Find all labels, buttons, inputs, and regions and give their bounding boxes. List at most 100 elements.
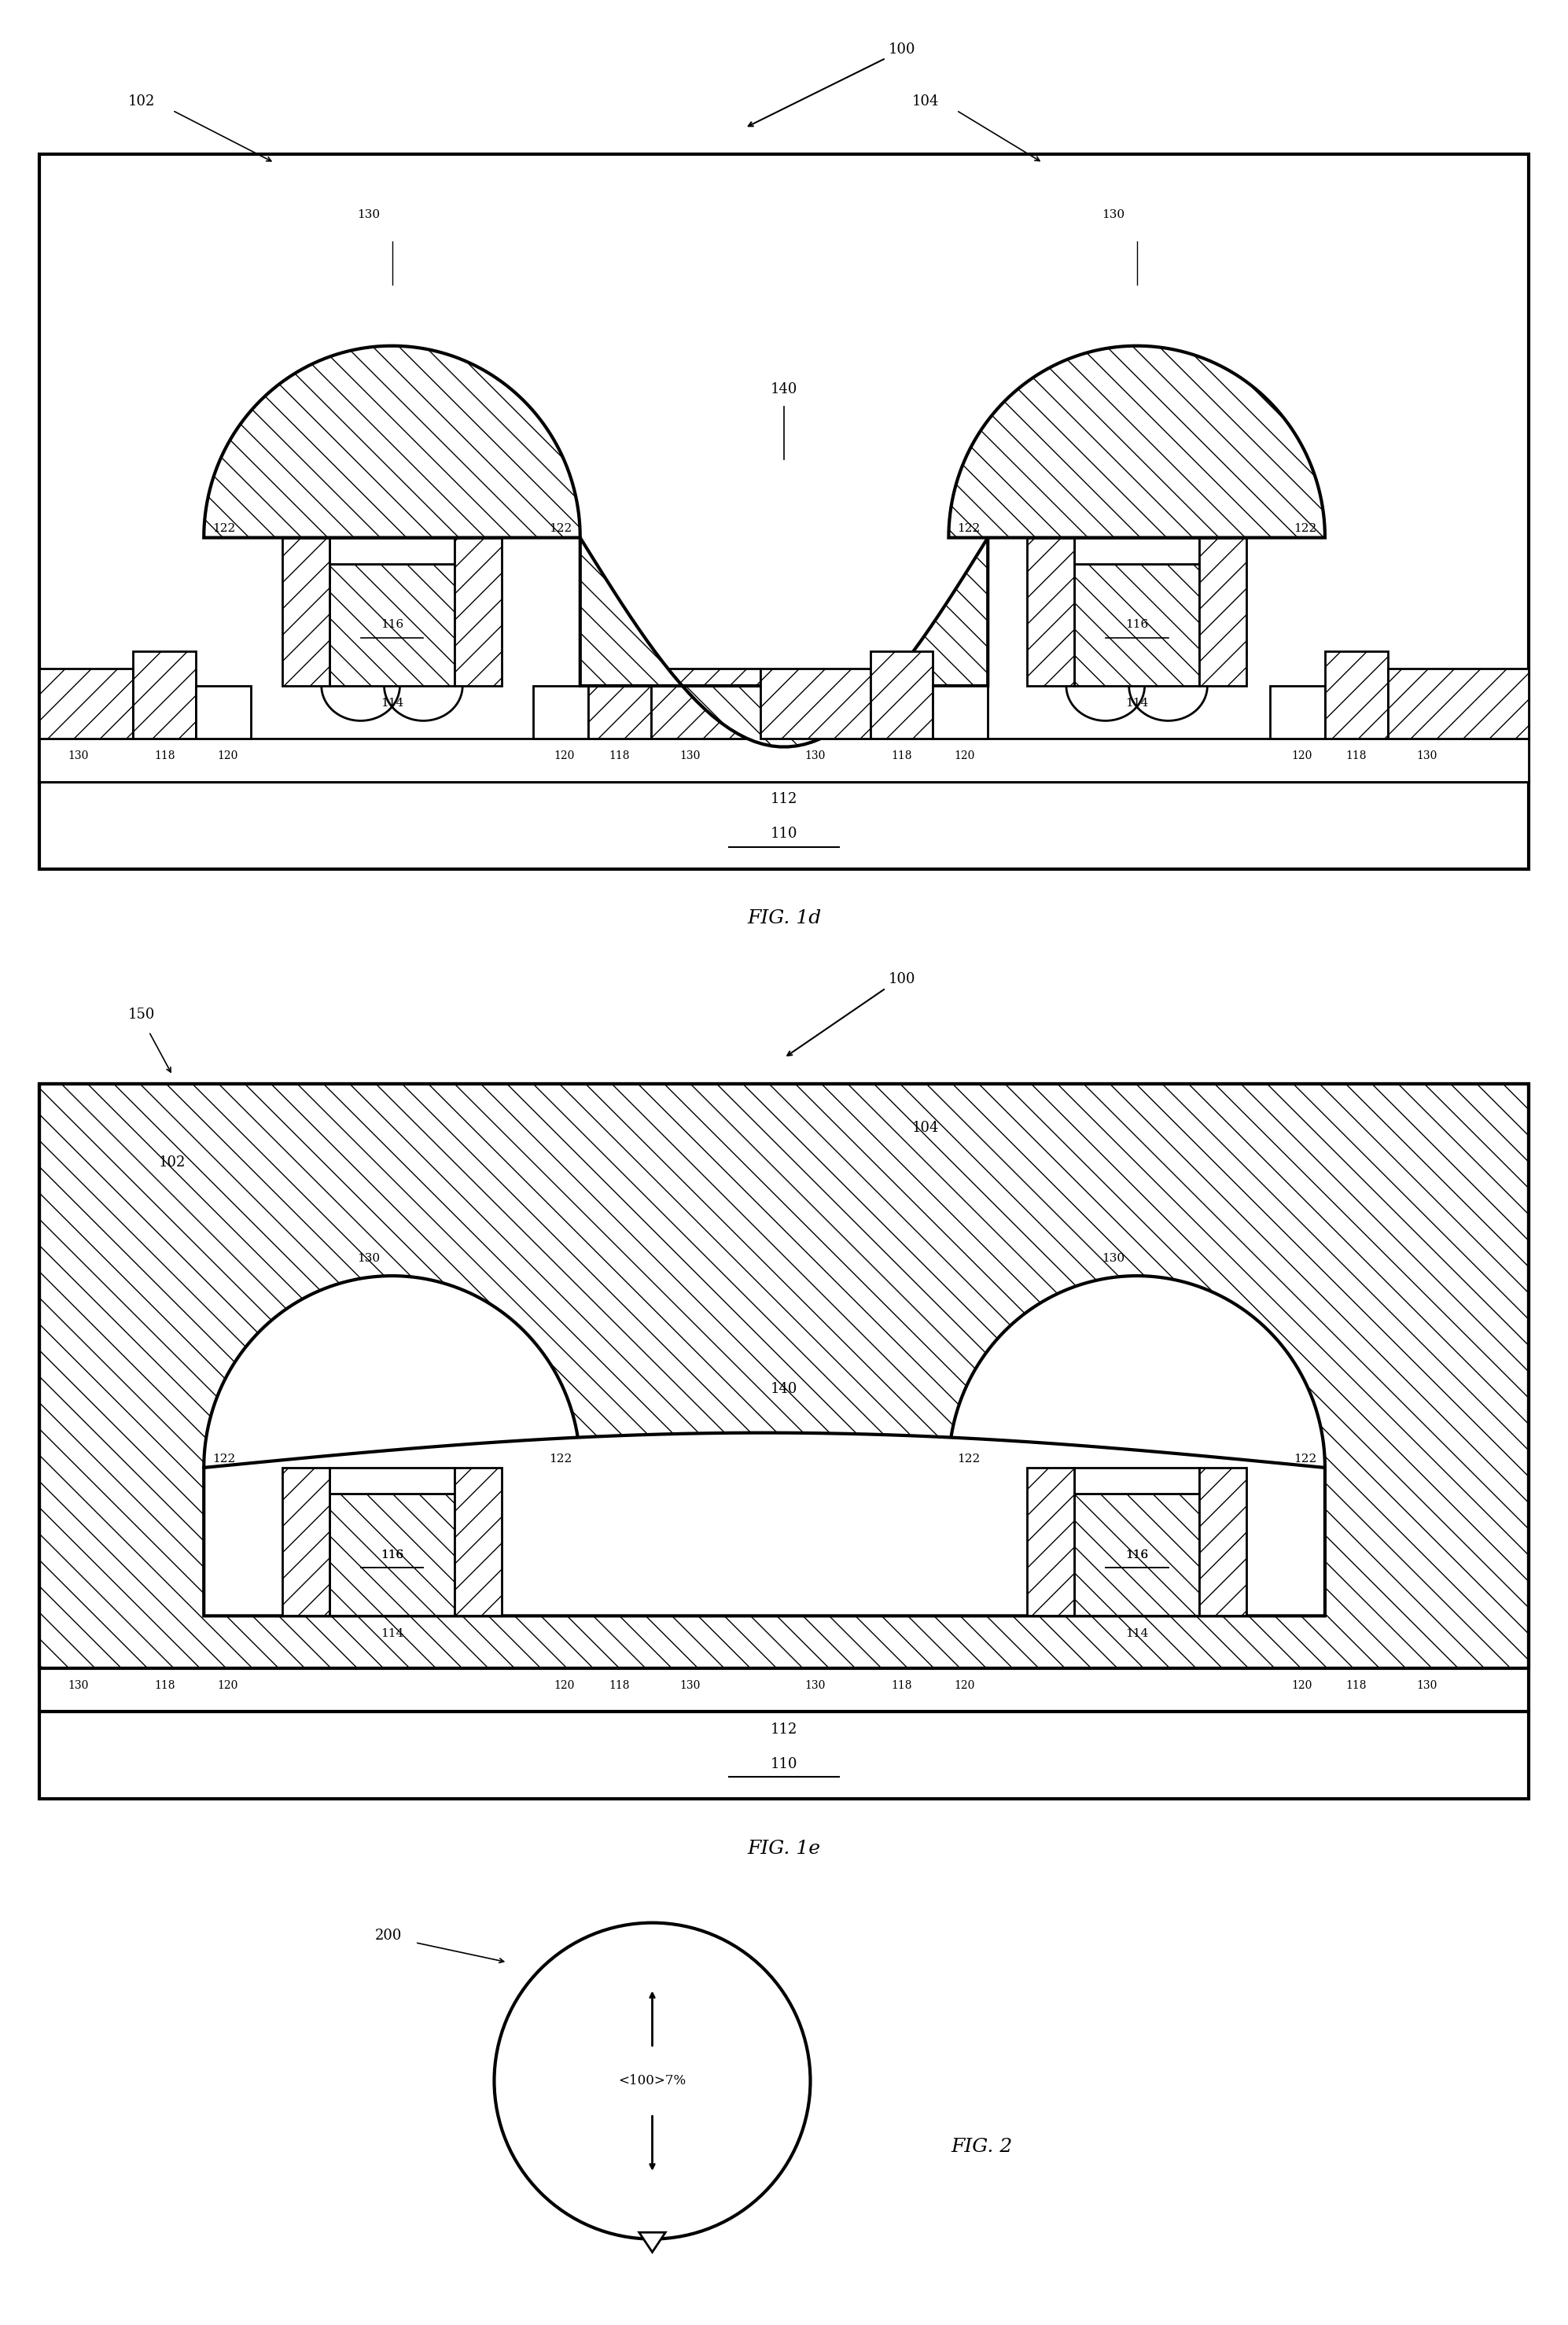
Text: 122: 122 — [1294, 523, 1317, 535]
Text: 130: 130 — [804, 751, 826, 760]
Text: 120: 120 — [216, 1681, 238, 1690]
Text: 114: 114 — [381, 698, 403, 709]
Bar — [1270, 686, 1325, 737]
Bar — [39, 737, 1529, 781]
Bar — [533, 1616, 588, 1669]
Text: 150: 150 — [127, 1007, 155, 1021]
Text: 120: 120 — [1290, 1681, 1312, 1690]
Polygon shape — [204, 346, 580, 537]
Text: 130: 130 — [679, 1681, 701, 1690]
Bar — [1074, 1467, 1200, 1493]
Bar — [39, 153, 1529, 781]
Text: 130: 130 — [804, 1681, 826, 1690]
Text: 112: 112 — [770, 793, 798, 807]
Text: 116: 116 — [1126, 1548, 1148, 1560]
Text: 130: 130 — [67, 751, 89, 760]
Text: 116: 116 — [381, 1548, 403, 1560]
Text: 118: 118 — [608, 751, 630, 760]
Polygon shape — [949, 1276, 1325, 1467]
Bar — [329, 1467, 455, 1493]
Bar — [329, 1493, 455, 1616]
Text: 114: 114 — [1126, 1627, 1148, 1639]
Bar — [39, 1669, 1529, 1711]
Bar — [933, 1616, 988, 1669]
Text: 114: 114 — [1126, 698, 1148, 709]
Polygon shape — [640, 2232, 665, 2253]
Text: 116: 116 — [1126, 1548, 1148, 1560]
Text: 114: 114 — [381, 1627, 403, 1639]
Bar — [455, 537, 502, 686]
Bar — [39, 781, 1529, 870]
Bar — [329, 563, 455, 686]
Text: 104: 104 — [911, 95, 939, 109]
Bar — [329, 1467, 455, 1493]
Text: 130: 130 — [1416, 751, 1438, 760]
Bar — [651, 667, 760, 737]
Bar — [196, 1616, 251, 1669]
Bar — [329, 537, 455, 563]
Bar — [196, 686, 251, 737]
Text: 120: 120 — [216, 751, 238, 760]
Text: 116: 116 — [1126, 618, 1148, 630]
Text: <100>7%: <100>7% — [618, 2074, 687, 2088]
Text: 120: 120 — [554, 751, 575, 760]
Text: 122: 122 — [549, 523, 572, 535]
Bar — [1325, 651, 1388, 737]
Text: 122: 122 — [956, 1453, 980, 1465]
Text: 130: 130 — [679, 751, 701, 760]
Text: 120: 120 — [953, 751, 975, 760]
Bar — [933, 686, 988, 737]
Text: 118: 118 — [1345, 1681, 1367, 1690]
Bar — [1027, 1467, 1074, 1616]
Text: 100: 100 — [887, 42, 916, 56]
Text: 140: 140 — [770, 381, 798, 398]
Text: FIG. 1d: FIG. 1d — [746, 909, 822, 928]
Bar — [870, 651, 933, 737]
Bar — [133, 1581, 196, 1669]
Text: 130: 130 — [358, 1253, 379, 1265]
Text: 104: 104 — [911, 1121, 939, 1135]
Text: 110: 110 — [770, 828, 798, 842]
Polygon shape — [949, 346, 1325, 537]
Text: FIG. 2: FIG. 2 — [950, 2137, 1013, 2155]
Text: FIG. 1e: FIG. 1e — [748, 1839, 820, 1858]
Polygon shape — [580, 537, 988, 746]
Text: 120: 120 — [1290, 751, 1312, 760]
Bar — [1074, 537, 1200, 563]
Bar — [39, 1711, 1529, 1800]
Text: 118: 118 — [891, 751, 913, 760]
Polygon shape — [204, 1276, 580, 1467]
Text: 120: 120 — [953, 1681, 975, 1690]
Text: 130: 130 — [67, 1681, 89, 1690]
Bar — [1200, 537, 1247, 686]
Bar — [39, 1600, 133, 1669]
Bar — [329, 1493, 455, 1616]
Bar — [282, 537, 329, 686]
Bar — [1027, 1467, 1074, 1616]
Text: 116: 116 — [381, 618, 403, 630]
Bar — [1074, 563, 1200, 686]
Text: 102: 102 — [158, 1156, 187, 1169]
Bar — [1027, 537, 1074, 686]
Polygon shape — [204, 1432, 1325, 1616]
Bar — [282, 1467, 329, 1616]
Bar — [133, 651, 196, 737]
Text: 130: 130 — [1102, 209, 1124, 221]
Text: 100: 100 — [887, 972, 916, 986]
Text: 118: 118 — [154, 1681, 176, 1690]
Bar — [533, 686, 588, 737]
Bar — [39, 1083, 1529, 1711]
Text: 110: 110 — [770, 1758, 798, 1772]
Bar — [39, 1083, 1529, 1669]
Bar — [455, 1467, 502, 1616]
Bar — [588, 1581, 651, 1669]
Bar — [1388, 1600, 1529, 1669]
Bar — [870, 1581, 933, 1669]
Bar — [760, 667, 870, 737]
Bar — [1074, 1493, 1200, 1616]
Text: 122: 122 — [212, 1453, 235, 1465]
Bar — [760, 1600, 870, 1669]
Bar — [282, 1467, 329, 1616]
Text: 140: 140 — [770, 1381, 798, 1397]
Text: 118: 118 — [1345, 751, 1367, 760]
